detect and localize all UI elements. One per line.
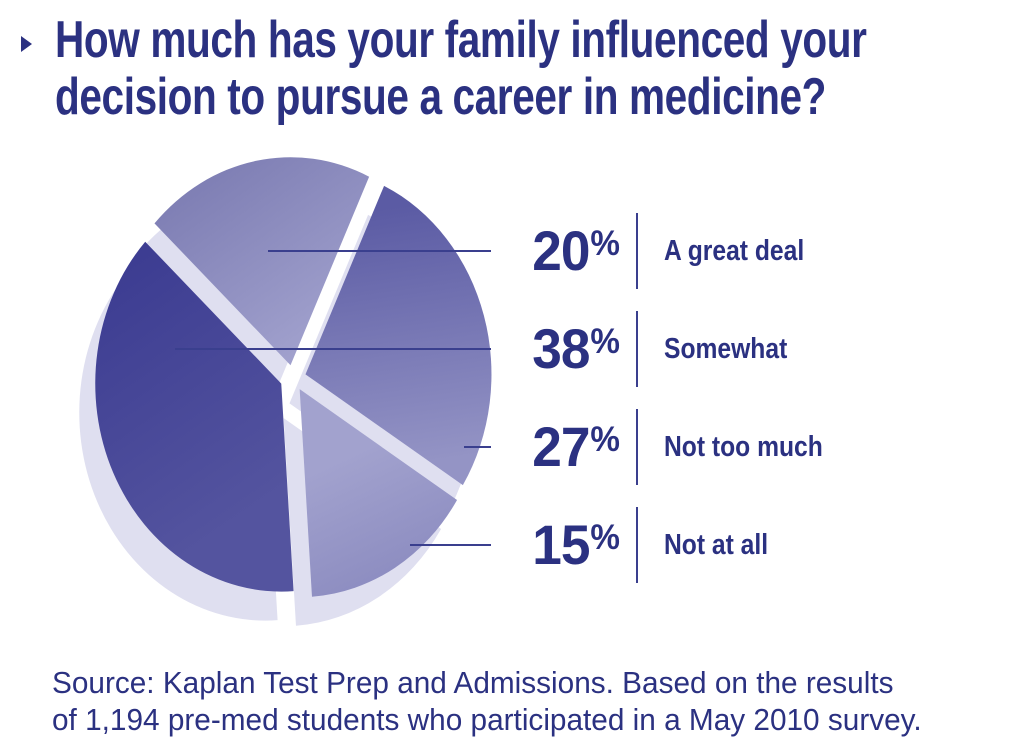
source-line-2: of 1,194 pre-med students who participat…	[52, 702, 922, 737]
legend-row-not-at-all: 15 % Not at all	[470, 505, 900, 585]
percent-sign: %	[590, 224, 620, 263]
legend-percent: 27 %	[478, 415, 620, 478]
source-line-1: Source: Kaplan Test Prep and Admissions.…	[52, 665, 894, 700]
percent-value: 38	[532, 317, 590, 380]
legend-percent: 15 %	[478, 513, 620, 576]
title-bullet-icon	[21, 36, 32, 52]
legend-divider	[636, 311, 638, 387]
legend-row-somewhat: 38 % Somewhat	[470, 309, 900, 389]
title-line-2: decision to pursue a career in medicine?	[55, 68, 827, 126]
legend-label: Not at all	[664, 528, 769, 561]
pie-slice-a-great-deal	[154, 157, 370, 366]
percent-value: 20	[532, 219, 590, 282]
legend-divider	[636, 213, 638, 289]
source-note: Source: Kaplan Test Prep and Admissions.…	[52, 664, 922, 738]
percent-value: 27	[532, 415, 590, 478]
legend-percent: 20 %	[478, 219, 620, 282]
page-title: How much has your family influenced your…	[55, 12, 867, 126]
pie-slice-somewhat	[95, 241, 294, 592]
percent-value: 15	[532, 513, 590, 576]
percent-sign: %	[590, 322, 620, 361]
pie-chart	[79, 157, 492, 626]
legend-divider	[636, 409, 638, 485]
legend-label: Not too much	[664, 430, 823, 463]
legend-row-a-great-deal: 20 % A great deal	[470, 211, 900, 291]
legend-divider	[636, 507, 638, 583]
legend-label: Somewhat	[664, 332, 788, 365]
percent-sign: %	[590, 420, 620, 459]
legend-label: A great deal	[664, 234, 805, 267]
percent-sign: %	[590, 518, 620, 557]
title-line-1: How much has your family influenced your	[55, 11, 867, 69]
pie-slice-not-too-much	[305, 185, 492, 486]
legend-row-not-too-much: 27 % Not too much	[470, 407, 900, 487]
legend-percent: 38 %	[478, 317, 620, 380]
